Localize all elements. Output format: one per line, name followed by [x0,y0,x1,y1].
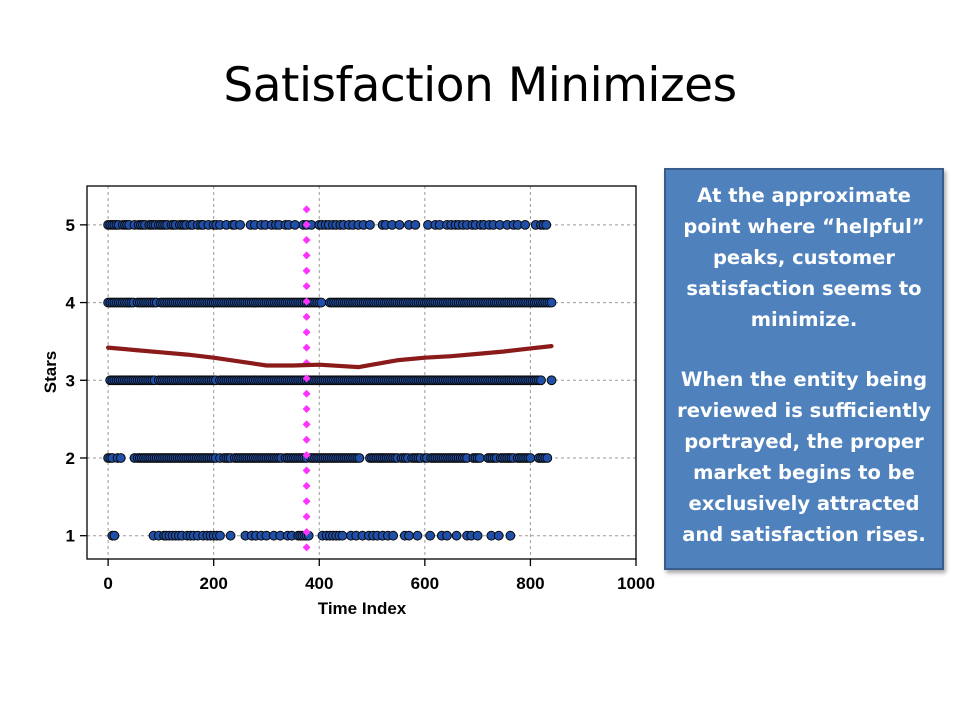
data-point [472,530,483,541]
marker-diamond [302,497,311,506]
callout-box: At the approximate point where “helpful”… [664,168,944,570]
marker-diamond [302,405,311,414]
points-layer [103,219,557,541]
marker-diamond [302,220,311,229]
data-point [115,453,126,463]
data-point [541,219,552,230]
marker-diamond [302,435,311,444]
data-point [546,297,557,308]
y-tick-label: 3 [66,371,75,390]
data-point [474,453,485,463]
data-point [404,530,414,541]
data-point [365,219,375,230]
x-tick-label: 600 [411,574,439,593]
data-point [505,530,516,541]
data-point [536,375,546,386]
data-point [425,530,436,541]
data-point [290,219,300,230]
marker-diamond [302,481,311,490]
marker-diamond [302,251,311,260]
x-tick-label: 200 [200,574,228,593]
x-tick-label: 800 [516,574,544,593]
marker-diamond [302,543,311,552]
data-point [354,453,365,463]
data-point [442,530,452,541]
callout-paragraph-helpful-peaks: At the approximate point where “helpful”… [683,184,925,331]
x-tick-label: 1000 [617,574,655,593]
grid-layer [87,186,637,559]
x-axis-label: Time Index [318,599,407,618]
y-axis-label: Stars [41,351,60,394]
data-point [388,530,399,541]
y-tick-label: 4 [66,294,76,313]
x-tick-label: 0 [103,574,112,593]
data-point [525,453,536,463]
slide-title: Satisfaction Minimizes [223,58,737,113]
marker-diamond [302,205,311,214]
marker-diamond [302,374,311,383]
data-point [225,530,236,541]
data-point [337,530,348,541]
axis-layer: 0 200 400 600 800 1000 1 2 3 4 5 [66,216,655,593]
callout-paragraph-market-attracted: When the entity being reviewed is suffic… [677,368,931,546]
marker-layer [302,205,311,552]
marker-diamond [302,236,311,245]
data-point [493,530,504,541]
data-point [316,297,327,308]
marker-diamond [302,328,311,337]
data-point [451,530,462,541]
smooth-trend-line [106,344,554,370]
marker-diamond [302,282,311,291]
data-point [542,453,553,463]
marker-diamond [302,420,311,429]
x-tick-label: 400 [305,574,333,593]
data-point [520,219,531,230]
marker-diamond [302,343,311,352]
marker-diamond [302,297,311,306]
marker-diamond [302,512,311,521]
plot-frame [86,185,637,560]
data-point [412,530,423,541]
scatter-chart: 0 200 400 600 800 1000 1 2 3 4 5 Time Index Stars [41,185,655,618]
data-point [546,375,557,386]
data-point [394,219,405,230]
marker-diamond [302,466,311,475]
data-point [235,219,245,230]
marker-diamond [302,266,311,275]
y-tick-label: 1 [66,527,75,546]
data-point [215,530,225,541]
data-point [410,219,421,230]
marker-diamond [302,389,311,398]
data-point [109,530,120,541]
marker-diamond [302,451,311,460]
marker-diamond [302,527,311,536]
marker-diamond [302,312,311,321]
y-tick-label: 2 [66,449,75,468]
y-tick-label: 5 [66,216,75,235]
